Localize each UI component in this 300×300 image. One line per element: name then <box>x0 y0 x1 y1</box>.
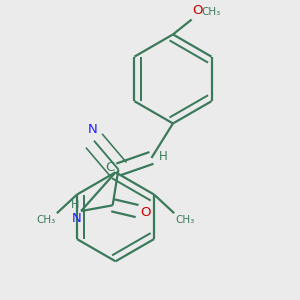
Text: C: C <box>105 161 114 175</box>
Text: CH₃: CH₃ <box>176 214 195 225</box>
Text: CH₃: CH₃ <box>36 214 56 225</box>
Text: O: O <box>192 4 203 17</box>
Text: H: H <box>159 150 167 163</box>
Text: CH₃: CH₃ <box>201 7 220 17</box>
Text: O: O <box>140 206 150 219</box>
Text: H: H <box>71 200 80 210</box>
Text: N: N <box>71 212 81 226</box>
Text: N: N <box>88 122 98 136</box>
